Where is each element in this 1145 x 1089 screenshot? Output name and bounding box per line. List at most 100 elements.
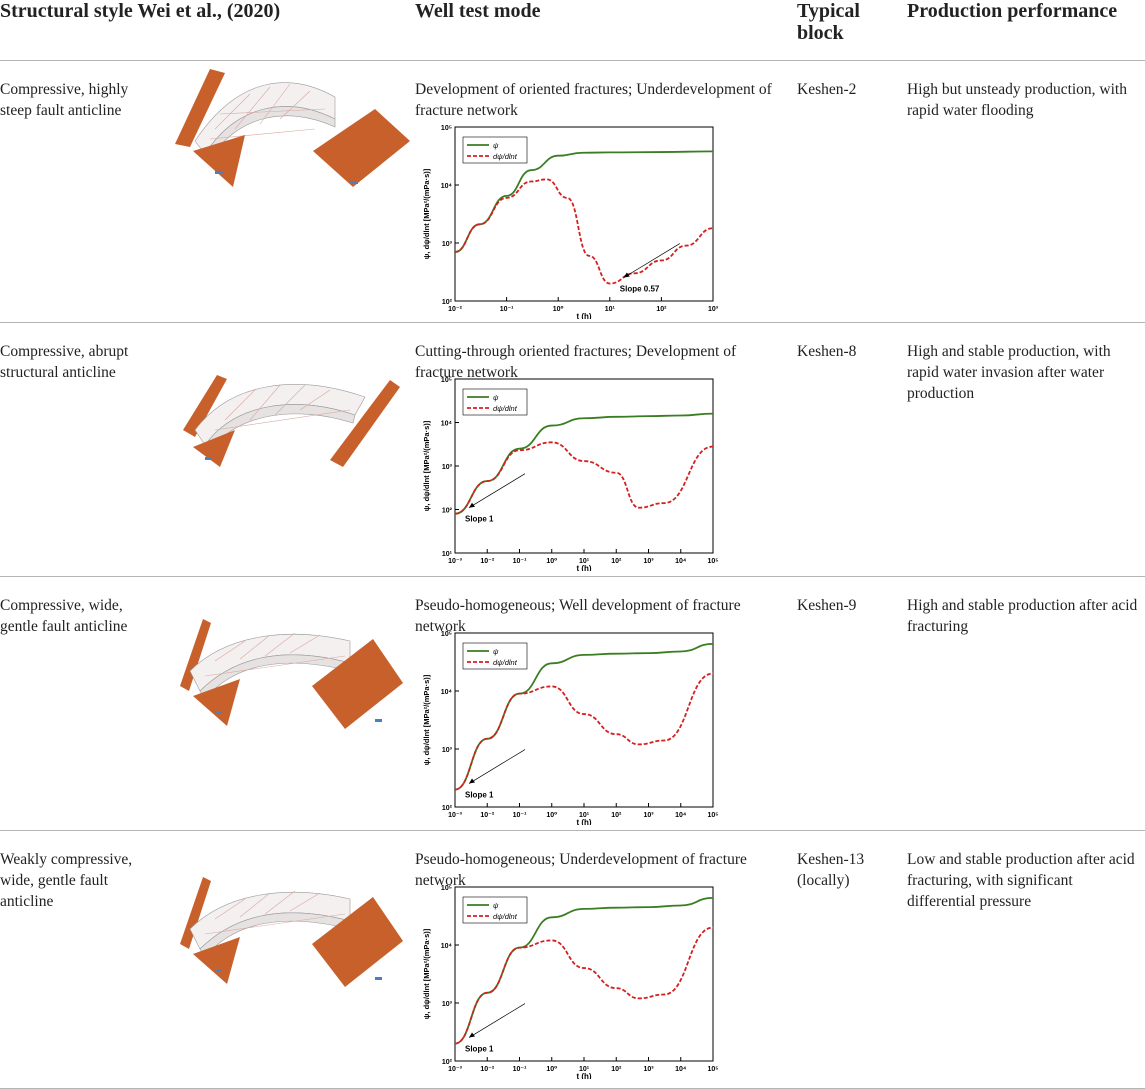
structural-style-text: Compressive, wide, gentle fault anticlin… xyxy=(0,597,128,635)
x-tick-label: 10⁻² xyxy=(448,306,462,313)
x-axis-label: t (h) xyxy=(576,312,591,319)
x-tick-label: 10⁻³ xyxy=(448,812,462,819)
y-tick-label: 10¹ xyxy=(442,551,453,558)
legend-label: dψ/dlnt xyxy=(493,658,518,667)
y-tick-label: 10³ xyxy=(442,1001,453,1008)
legend-label: dψ/dlnt xyxy=(493,404,518,413)
header-production-performance: Production performance xyxy=(907,0,1118,22)
slope-annotation: Slope 0.57 xyxy=(620,285,660,294)
plot-frame xyxy=(454,126,714,302)
x-tick-label: 10² xyxy=(611,812,622,819)
y-axis-label: ψ, dψ/dlnt [MPa²/(mPa·s)] xyxy=(422,168,431,259)
y-tick-label: 10³ xyxy=(442,464,453,471)
well-test-mode-text: Cutting-through oriented fractures; Deve… xyxy=(415,343,737,381)
table-row: Compressive, abrupt structural anticline… xyxy=(0,323,1145,577)
y-tick-label: 10² xyxy=(442,299,453,306)
x-tick-label: 10² xyxy=(611,558,622,565)
well-test-chart: 10⁻² 10⁻¹ 10⁰ 10¹ 10² 10³ 10² 10³ 10⁴ 10⁵ t (h) ψ, … xyxy=(422,125,719,319)
x-tick-label: 10⁻² xyxy=(480,558,494,565)
legend-label: ψ xyxy=(493,901,499,910)
typical-block-text: Keshen-2 xyxy=(797,81,857,98)
legend-box xyxy=(462,136,528,164)
legend-label: dψ/dlnt xyxy=(493,912,518,921)
slope-annotation: Slope 1 xyxy=(465,515,494,524)
x-tick-label: 10⁻¹ xyxy=(513,1066,527,1073)
y-tick-label: 10⁴ xyxy=(441,421,453,428)
y-axis-label: ψ, dψ/dlnt [MPa²/(mPa·s)] xyxy=(422,928,431,1019)
legend-label: dψ/dlnt xyxy=(493,152,518,161)
x-axis-label: t (h) xyxy=(576,818,591,825)
x-tick-label: 10³ xyxy=(643,558,654,565)
x-tick-label: 10⁻¹ xyxy=(500,306,514,313)
x-tick-label: 10¹ xyxy=(579,812,590,819)
x-tick-label: 10⁴ xyxy=(675,1066,687,1073)
y-tick-label: 10⁵ xyxy=(441,631,452,638)
x-tick-label: 10¹ xyxy=(579,558,590,565)
table-row: Compressive, wide, gentle fault anticlin… xyxy=(0,577,1145,831)
y-tick-label: 10⁵ xyxy=(441,377,452,384)
annotation-arrow xyxy=(468,749,526,784)
structural-style-text: Compressive, abrupt structural anticline xyxy=(0,343,129,381)
x-tick-label: 10⁵ xyxy=(707,812,718,819)
x-tick-label: 10⁻¹ xyxy=(513,558,527,565)
y-tick-label: 10³ xyxy=(442,747,453,754)
x-axis-label: t (h) xyxy=(576,564,591,571)
x-tick-label: 10⁻¹ xyxy=(513,812,527,819)
production-performance-text: Low and stable production after acid fra… xyxy=(907,851,1135,910)
header-typical-block: Typical block xyxy=(797,0,860,44)
annotation-arrow xyxy=(468,1003,526,1038)
x-tick-label: 10⁴ xyxy=(675,812,687,819)
slope-annotation: Slope 1 xyxy=(465,791,494,800)
chart-legend: ψ dψ/dlnt xyxy=(462,388,528,416)
well-test-chart: 10⁻³ 10⁻² 10⁻¹ 10⁰ 10¹ 10² 10³ 10⁴ 10⁵ 10² 10³ 10⁴ 1… xyxy=(422,885,719,1079)
chart-legend: ψ dψ/dlnt xyxy=(462,136,528,164)
chart-legend: ψ dψ/dlnt xyxy=(462,896,528,924)
production-performance-text: High but unsteady production, with rapid… xyxy=(907,81,1127,119)
legend-label: ψ xyxy=(493,141,499,150)
x-axis-label: t (h) xyxy=(576,1072,591,1079)
x-tick-label: 10⁰ xyxy=(546,1065,557,1073)
y-tick-label: 10³ xyxy=(442,241,453,248)
x-tick-label: 10⁻³ xyxy=(448,1066,462,1073)
y-tick-label: 10⁵ xyxy=(441,885,452,892)
structural-style-text: Compressive, highly steep fault anticlin… xyxy=(0,81,129,119)
annotation-arrowhead xyxy=(469,1032,475,1038)
annotation-arrow xyxy=(468,473,526,509)
derivative-series-line xyxy=(454,672,714,791)
legend-label: ψ xyxy=(493,393,499,402)
x-tick-label: 10¹ xyxy=(579,1066,590,1073)
header-well-test-mode: Well test mode xyxy=(415,0,541,22)
derivative-series-line xyxy=(454,441,714,515)
y-tick-label: 10² xyxy=(442,508,453,515)
table-row: Weakly compressive, wide, gentle fault a… xyxy=(0,831,1145,1089)
table-row: Compressive, highly steep fault anticlin… xyxy=(0,61,1145,323)
x-tick-label: 10² xyxy=(611,1066,622,1073)
x-tick-label: 10⁻³ xyxy=(448,558,462,565)
chart-legend: ψ dψ/dlnt xyxy=(462,642,528,670)
y-tick-label: 10⁴ xyxy=(441,183,453,190)
x-tick-label: 10⁵ xyxy=(707,1066,718,1073)
production-performance-text: High and stable production after acid fr… xyxy=(907,597,1138,635)
x-tick-label: 10⁰ xyxy=(553,305,564,313)
structural-style-text: Weakly compressive, wide, gentle fault a… xyxy=(0,851,133,910)
y-tick-label: 10⁴ xyxy=(441,943,453,950)
x-tick-label: 10⁰ xyxy=(546,811,557,819)
derivative-series-line xyxy=(454,926,714,1045)
y-tick-label: 10⁴ xyxy=(441,689,453,696)
structural-model-image xyxy=(175,69,410,187)
well-test-mode-text: Pseudo-homogeneous; Well development of … xyxy=(415,597,741,635)
annotation-arrow xyxy=(623,243,680,278)
well-test-mode-text: Development of oriented fractures; Under… xyxy=(415,81,772,119)
x-tick-label: 10⁵ xyxy=(707,558,718,565)
header-structural-style: Structural style Wei et al., (2020) xyxy=(0,0,281,22)
y-axis-label: ψ, dψ/dlnt [MPa²/(mPa·s)] xyxy=(422,674,431,765)
structural-model-image xyxy=(180,877,403,987)
x-tick-label: 10³ xyxy=(708,306,719,313)
x-tick-label: 10⁰ xyxy=(546,557,557,565)
y-tick-label: 10⁵ xyxy=(441,125,452,132)
production-performance-text: High and stable production, with rapid w… xyxy=(907,343,1111,402)
well-test-chart: 10⁻³ 10⁻² 10⁻¹ 10⁰ 10¹ 10² 10³ 10⁴ 10⁵ 10² 10³ 10⁴ 1… xyxy=(422,631,719,825)
derivative-series-line xyxy=(454,178,714,285)
x-tick-label: 10¹ xyxy=(605,306,616,313)
well-test-chart: 10⁻³ 10⁻² 10⁻¹ 10⁰ 10¹ 10² 10³ 10⁴ 10⁵ 10¹ 10² 10³ 1… xyxy=(422,377,719,571)
